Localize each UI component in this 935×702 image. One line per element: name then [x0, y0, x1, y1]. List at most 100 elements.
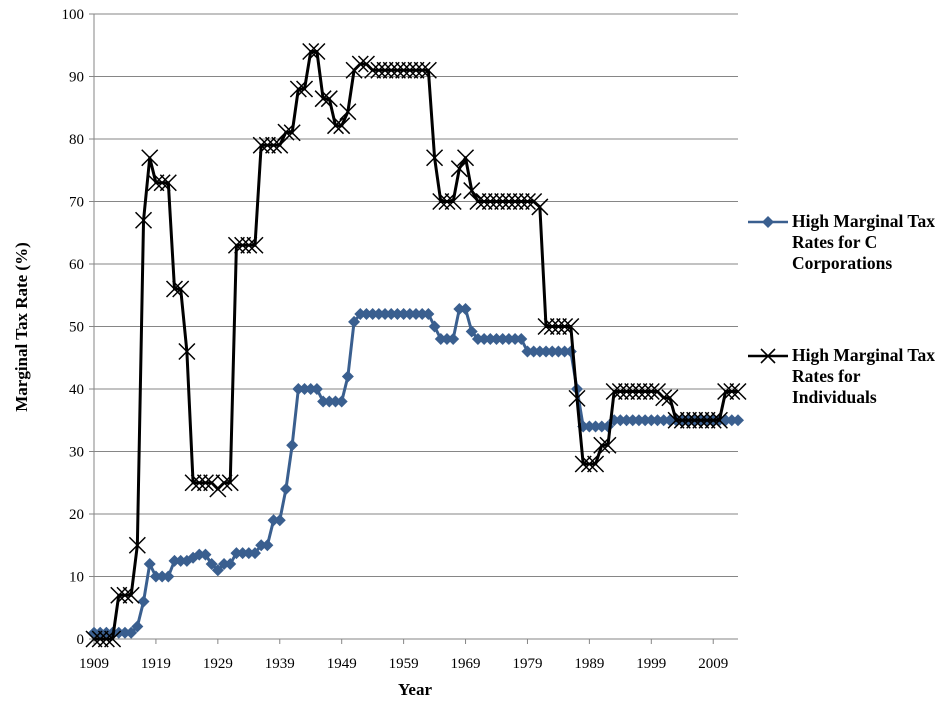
data-point	[379, 308, 392, 320]
data-point	[249, 547, 261, 560]
data-point	[162, 570, 175, 583]
data-point	[568, 389, 586, 407]
y-axis-title: Marginal Tax Rate (%)	[12, 242, 31, 412]
legend-label-corporations: High Marginal Tax Rates for C Corporatio…	[792, 211, 935, 273]
y-tick-label: 70	[69, 195, 84, 211]
data-point	[692, 411, 710, 429]
data-point	[537, 317, 555, 336]
data-point	[426, 149, 444, 167]
data-point	[580, 455, 598, 473]
data-point	[143, 558, 156, 570]
data-point	[302, 42, 320, 61]
data-point	[292, 383, 305, 395]
data-point	[199, 548, 212, 561]
y-tick-label: 0	[77, 632, 85, 648]
series-individuals	[85, 42, 747, 648]
data-point	[438, 192, 456, 211]
data-point	[122, 586, 140, 604]
data-point	[459, 303, 472, 315]
data-point	[246, 236, 264, 254]
data-point	[317, 395, 330, 408]
data-point	[348, 315, 361, 328]
data-point	[531, 198, 549, 216]
data-point	[496, 333, 509, 345]
data-point	[717, 382, 735, 401]
diamond-marker-icon	[748, 216, 788, 228]
data-point	[471, 333, 484, 345]
data-point	[595, 420, 608, 433]
data-point	[298, 383, 311, 395]
data-point	[279, 483, 292, 495]
data-point	[440, 333, 453, 345]
data-point	[218, 558, 231, 570]
data-point	[543, 317, 561, 336]
y-tick-label: 20	[69, 507, 84, 523]
data-point	[227, 236, 245, 254]
x-tick-label: 1969	[451, 656, 481, 672]
data-point	[234, 236, 252, 254]
data-point	[556, 317, 574, 336]
data-point	[261, 539, 274, 552]
data-point	[118, 626, 131, 639]
data-point	[611, 382, 629, 401]
data-point	[242, 547, 255, 560]
data-point	[159, 174, 177, 192]
data-point	[221, 474, 239, 492]
data-point	[515, 333, 528, 345]
data-point	[583, 420, 596, 433]
x-tick-label: 1929	[203, 656, 233, 672]
data-point	[153, 174, 171, 192]
data-point	[85, 630, 103, 648]
data-point	[283, 124, 301, 142]
data-point	[193, 548, 206, 561]
data-point	[174, 554, 187, 567]
data-point	[552, 345, 565, 358]
legend-label-individuals: High Marginal Tax Rates for Individuals	[792, 345, 935, 407]
data-point	[686, 411, 704, 429]
data-point	[540, 345, 553, 358]
data-point	[506, 192, 524, 211]
data-point	[729, 382, 747, 401]
data-point	[630, 382, 648, 401]
data-point	[230, 547, 243, 560]
data-point	[382, 61, 400, 79]
y-tick-label: 100	[62, 7, 85, 23]
data-point	[413, 61, 431, 79]
data-point	[618, 382, 636, 401]
data-point	[416, 308, 429, 320]
x-tick-label: 1989	[574, 656, 604, 672]
x-tick-label: 1979	[512, 656, 542, 672]
x-marker-icon	[748, 348, 788, 364]
data-point	[110, 586, 128, 604]
data-point	[533, 345, 546, 358]
data-point	[97, 630, 115, 648]
y-tick-label: 10	[69, 570, 84, 586]
data-point	[267, 514, 280, 527]
data-point	[614, 414, 627, 427]
y-tick-label: 80	[69, 132, 84, 148]
data-point	[481, 192, 499, 211]
data-point	[518, 192, 536, 211]
data-point	[215, 474, 233, 492]
series-line	[94, 307, 738, 635]
data-point	[710, 411, 728, 429]
data-point	[661, 389, 679, 407]
data-point	[698, 411, 716, 429]
data-point	[564, 345, 577, 358]
data-point	[605, 382, 623, 401]
x-tick-label: 1909	[79, 656, 109, 672]
data-point	[457, 149, 475, 167]
data-point	[385, 308, 398, 320]
data-point	[190, 474, 208, 492]
data-point	[546, 345, 559, 358]
data-point	[168, 554, 181, 567]
data-point	[549, 317, 567, 336]
data-point	[624, 382, 642, 401]
data-point	[450, 160, 468, 178]
data-point	[494, 192, 512, 211]
data-point	[403, 308, 416, 320]
data-point	[240, 236, 258, 254]
data-point	[372, 308, 385, 320]
data-point	[512, 192, 530, 211]
gridlines	[94, 13, 738, 577]
